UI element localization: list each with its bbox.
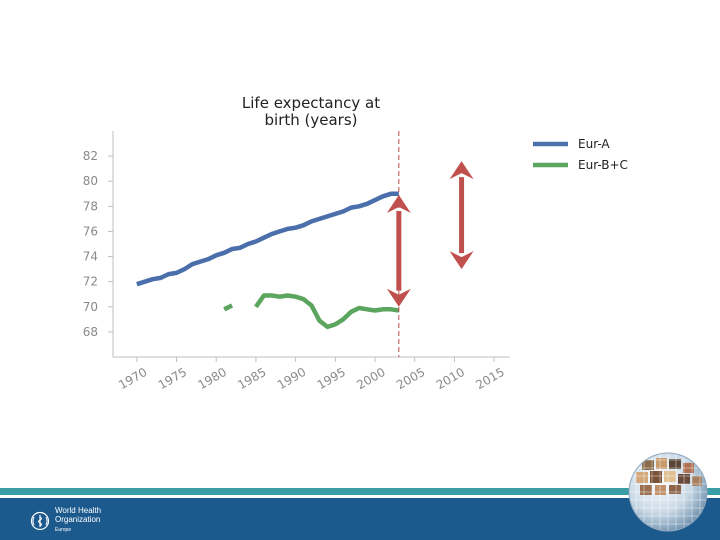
x-tick-label-2005: 2005 [394, 365, 427, 392]
who-emblem-icon [30, 511, 50, 530]
y-tick-label-72: 72 [83, 275, 98, 289]
legend-label-eur-b-c: Eur-B+C [578, 158, 628, 172]
x-tick-label-1990: 1990 [275, 365, 308, 392]
footer-gap-stripe [0, 495, 720, 498]
who-logo: World Health Organization Europe [30, 506, 101, 535]
x-tick-label-2000: 2000 [354, 365, 387, 392]
series-line-eur-a-segment-1 [136, 191, 399, 287]
who-org-line-2: Organization [55, 515, 101, 524]
arrow-2-head-up [449, 161, 474, 180]
series-line-eur-b-c-segment-1 [223, 303, 234, 312]
arrow-1-head-down [386, 288, 411, 307]
y-tick-label-80: 80 [83, 174, 98, 188]
x-tick-label-2010: 2010 [434, 365, 467, 392]
y-tick-label-82: 82 [83, 149, 98, 163]
y-tick-label-68: 68 [83, 325, 98, 339]
arrow-2-head-down [449, 251, 474, 270]
chart-title-line-2: birth (years) [265, 111, 358, 129]
y-tick-label-76: 76 [83, 224, 98, 238]
y-tick-label-70: 70 [83, 300, 98, 314]
legend-label-eur-a: Eur-A [578, 137, 610, 151]
who-region: Europe [55, 527, 72, 533]
footer-blue-band [0, 498, 720, 540]
x-tick-label-1970: 1970 [116, 365, 149, 392]
footer-band [0, 486, 720, 540]
globe-photo-collage-icon [628, 452, 708, 532]
x-tick-label-1975: 1975 [156, 365, 189, 392]
who-org-line-1: World Health [55, 506, 102, 515]
x-tick-label-1980: 1980 [195, 365, 228, 392]
x-tick-label-1995: 1995 [315, 365, 348, 392]
footer-teal-stripe [0, 488, 720, 495]
series-line-eur-b-c-segment-2 [254, 293, 400, 330]
life-expectancy-chart: Life expectancy at birth (years) 68 70 72 7… [83, 94, 628, 392]
y-tick-label-78: 78 [83, 199, 98, 213]
y-tick-label-74: 74 [83, 250, 98, 264]
arrow-1-head-up [386, 195, 411, 214]
who-logo-text: World Health Organization Europe [55, 506, 101, 535]
x-tick-label-2015: 2015 [473, 365, 506, 392]
x-tick-label-1985: 1985 [235, 365, 268, 392]
chart-title-line-1: Life expectancy at [242, 94, 380, 112]
